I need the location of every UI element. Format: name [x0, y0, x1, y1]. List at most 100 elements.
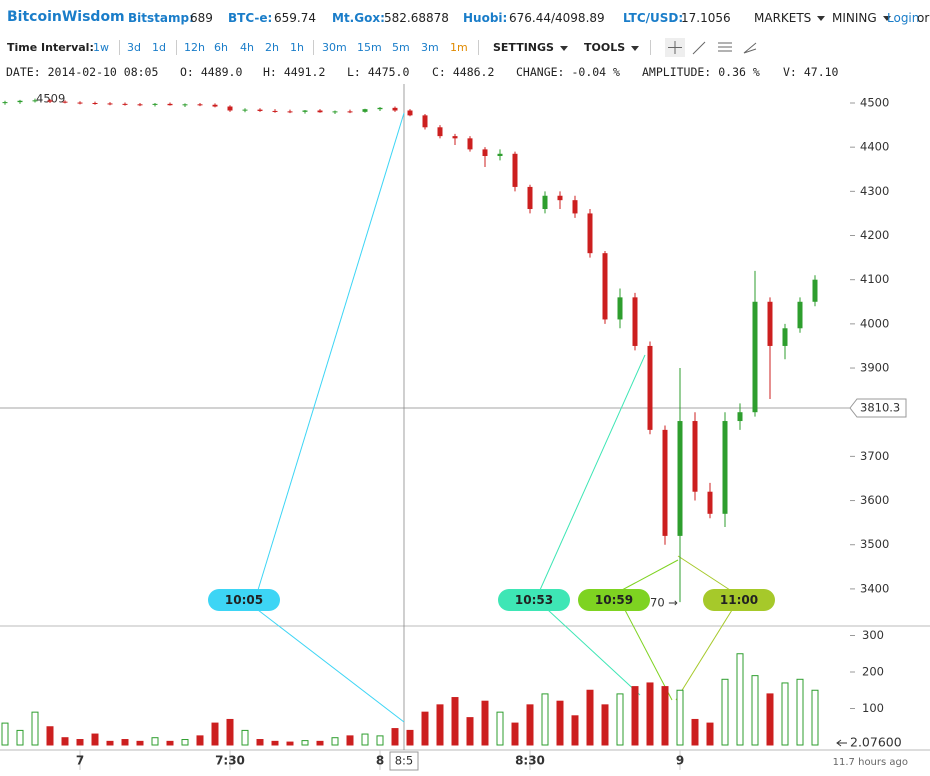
interval[interactable]: 3m: [421, 41, 439, 54]
settings-menu[interactable]: SETTINGS: [493, 41, 568, 54]
candle-body: [17, 100, 23, 103]
volume-bar: [136, 740, 144, 746]
menu[interactable]: MINING: [832, 11, 891, 25]
y-tick-label: 3700: [860, 449, 889, 463]
candle-body: [152, 103, 158, 105]
info-item: V: 47.10: [783, 65, 838, 79]
time-marker-label: 10:05: [225, 593, 263, 607]
info-item: L: 4475.0: [347, 65, 409, 79]
info-item: O: 4489.0: [180, 65, 242, 79]
interval[interactable]: 15m: [357, 41, 382, 54]
y-tick-label: 4400: [860, 140, 889, 154]
caret: [631, 45, 640, 51]
menu-label: MINING: [832, 11, 877, 25]
volume-bar: [541, 693, 549, 746]
y-tick-label: 3900: [860, 361, 889, 375]
interval[interactable]: 1m: [450, 41, 468, 54]
candle-body: [557, 195, 563, 201]
brand[interactable]: BitcoinWisdom: [7, 9, 125, 25]
info-value: 4475.0: [367, 65, 410, 79]
separator: [478, 40, 479, 55]
candle-body: [797, 301, 803, 329]
volume-bar: [271, 740, 279, 746]
candle-body: [542, 195, 548, 210]
info-bar: DATE: 2014-02-10 08:05 O: 4489.0 H: 4491.2 L: 4…: [0, 60, 930, 84]
candle-body: [722, 421, 728, 514]
interval[interactable]: 1h: [290, 41, 304, 54]
marker-line: [621, 559, 679, 591]
candle-body: [617, 297, 623, 320]
candle-body: [692, 421, 698, 492]
ticker-name[interactable]: BTC-e:: [228, 11, 273, 25]
volume-bar: [316, 740, 324, 746]
volume-bar: [286, 741, 294, 746]
ticker-name[interactable]: Mt.Gox:: [332, 11, 385, 25]
icon-line[interactable]: [692, 41, 706, 55]
volume-bar: [601, 704, 609, 746]
menu-label: MARKETS: [754, 11, 812, 25]
volume-bar: [211, 722, 219, 746]
volume-bar: [301, 740, 309, 746]
tool-icons: [665, 38, 757, 57]
volume-bar: [406, 729, 414, 746]
interval[interactable]: 1w: [93, 41, 109, 54]
candle-body: [677, 421, 683, 536]
interval[interactable]: 3d: [127, 41, 141, 54]
tools-menu[interactable]: TOOLS: [584, 41, 640, 54]
annotation: 70 →: [650, 596, 678, 610]
interval[interactable]: 6h: [214, 41, 228, 54]
volume-bar: [466, 717, 474, 746]
candle-body: [107, 103, 113, 105]
interval[interactable]: 12h: [184, 41, 205, 54]
info-value: 4489.0: [200, 65, 243, 79]
marker-line: [677, 555, 731, 591]
candle-body: [527, 186, 533, 210]
login-link[interactable]: Login: [887, 11, 920, 25]
candle-body: [497, 153, 503, 157]
info-label: O:: [180, 65, 194, 79]
candle-body: [632, 297, 638, 346]
ticker-name[interactable]: LTC/USD:: [623, 11, 684, 25]
info-value: 4491.2: [283, 65, 326, 79]
separator: [313, 40, 314, 55]
ticker-name[interactable]: Huobi:: [463, 11, 508, 25]
candle-body: [377, 107, 383, 110]
ticker-value: 689: [190, 11, 213, 25]
candle-body: [752, 301, 758, 413]
or-text: or: [917, 11, 930, 25]
y-tick-label: 4000: [860, 316, 889, 330]
interval[interactable]: 5m: [392, 41, 410, 54]
menu[interactable]: MARKETS: [754, 11, 826, 25]
candle-body: [812, 279, 818, 302]
interval[interactable]: 4h: [240, 41, 254, 54]
volume-bar: [631, 686, 639, 746]
icon-fan[interactable]: [743, 42, 757, 54]
ticker-value: 676.44/4098.89: [509, 11, 605, 25]
interval[interactable]: 2h: [265, 41, 279, 54]
candle-body: [662, 429, 668, 536]
interval[interactable]: 1d: [152, 41, 166, 54]
volume-bar: [661, 686, 669, 746]
info-value: 4486.2: [452, 65, 495, 79]
info-value: 2014-02-10 08:05: [47, 65, 159, 79]
info-label: L:: [347, 65, 361, 79]
volume-bar: [151, 737, 159, 746]
volume-bar: [616, 693, 624, 746]
interval[interactable]: 30m: [322, 41, 347, 54]
time-marker: [208, 589, 280, 611]
volume-arrow: [836, 739, 842, 747]
candle-body: [197, 104, 203, 106]
interval-label: Time Interval:: [7, 41, 94, 54]
separator: [650, 40, 651, 55]
volume-bar: [436, 704, 444, 746]
ticker-name[interactable]: Bitstamp:: [128, 11, 194, 25]
marker-line: [675, 609, 733, 701]
time-marker-label: 10:53: [515, 593, 553, 607]
time-marker-label: 11:00: [720, 593, 758, 607]
info-label: H:: [263, 65, 277, 79]
volume-bar: [91, 733, 99, 746]
volume-tick-label: 300: [862, 628, 884, 642]
info-label: CHANGE:: [516, 65, 565, 79]
candle-body: [422, 115, 428, 128]
